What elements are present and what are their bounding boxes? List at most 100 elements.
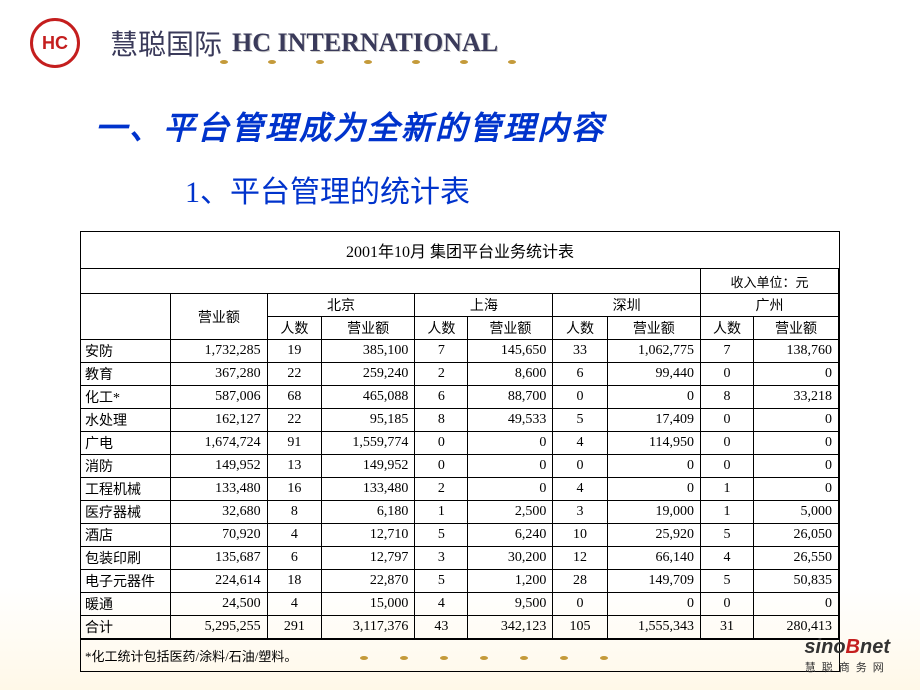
city-revenue-cell: 0 bbox=[754, 478, 839, 501]
category-cell: 医疗器械 bbox=[81, 501, 171, 524]
city-revenue-cell: 6,180 bbox=[321, 501, 414, 524]
decorative-dots-top bbox=[220, 60, 516, 64]
count-cell: 91 bbox=[267, 432, 321, 455]
city-revenue-cell: 22,870 bbox=[321, 570, 414, 593]
count-cell: 0 bbox=[553, 593, 607, 616]
city-header-row: 营业额 北京 上海 深圳 广州 bbox=[81, 294, 839, 317]
city-revenue-cell: 0 bbox=[607, 455, 700, 478]
sub-heading: 1、平台管理的统计表 bbox=[185, 167, 920, 211]
count-cell: 0 bbox=[553, 386, 607, 409]
count-cell: 105 bbox=[553, 616, 607, 639]
header: HC 慧聪国际 HC INTERNATIONAL bbox=[0, 0, 920, 68]
count-cell: 0 bbox=[701, 409, 754, 432]
revenue-cell: 135,687 bbox=[171, 547, 268, 570]
city-revenue-cell: 8,600 bbox=[468, 363, 553, 386]
unit-label: 收入单位：元 bbox=[701, 269, 839, 294]
table-row: 安防1,732,28519385,1007145,650331,062,7757… bbox=[81, 340, 839, 363]
city-revenue-cell: 133,480 bbox=[321, 478, 414, 501]
city-revenue-cell: 95,185 bbox=[321, 409, 414, 432]
city-revenue-cell: 26,050 bbox=[754, 524, 839, 547]
count-cell: 4 bbox=[701, 547, 754, 570]
count-cell: 0 bbox=[701, 593, 754, 616]
count-cell: 43 bbox=[415, 616, 468, 639]
count-cell: 4 bbox=[553, 478, 607, 501]
city-revenue-cell: 0 bbox=[754, 593, 839, 616]
city-revenue-cell: 66,140 bbox=[607, 547, 700, 570]
city-revenue-cell: 0 bbox=[607, 593, 700, 616]
footer-en-c: net bbox=[860, 636, 890, 658]
city-revenue-cell: 0 bbox=[607, 478, 700, 501]
city-header: 北京 bbox=[267, 294, 415, 317]
count-cell: 5 bbox=[415, 570, 468, 593]
company-name-en: HC INTERNATIONAL bbox=[232, 28, 498, 58]
count-cell: 4 bbox=[267, 524, 321, 547]
category-cell: 化工* bbox=[81, 386, 171, 409]
category-cell: 广电 bbox=[81, 432, 171, 455]
revenue-cell: 70,920 bbox=[171, 524, 268, 547]
count-cell: 4 bbox=[267, 593, 321, 616]
count-cell: 0 bbox=[701, 363, 754, 386]
decorative-dots-bottom bbox=[360, 656, 608, 660]
subcol-count: 人数 bbox=[267, 317, 321, 340]
hc-logo-icon: HC bbox=[30, 18, 80, 68]
count-cell: 8 bbox=[267, 501, 321, 524]
count-cell: 4 bbox=[415, 593, 468, 616]
city-revenue-cell: 149,952 bbox=[321, 455, 414, 478]
count-cell: 31 bbox=[701, 616, 754, 639]
table-row: 化工*587,00668465,088688,70000833,218 bbox=[81, 386, 839, 409]
city-revenue-cell: 99,440 bbox=[607, 363, 700, 386]
city-revenue-cell: 385,100 bbox=[321, 340, 414, 363]
unit-row: 收入单位：元 bbox=[81, 269, 839, 294]
count-cell: 8 bbox=[701, 386, 754, 409]
category-cell: 电子元器件 bbox=[81, 570, 171, 593]
city-revenue-cell: 2,500 bbox=[468, 501, 553, 524]
table-row: 教育367,28022259,24028,600699,44000 bbox=[81, 363, 839, 386]
city-revenue-cell: 6,240 bbox=[468, 524, 553, 547]
category-cell: 暖通 bbox=[81, 593, 171, 616]
category-cell: 安防 bbox=[81, 340, 171, 363]
city-revenue-cell: 5,000 bbox=[754, 501, 839, 524]
revenue-cell: 587,006 bbox=[171, 386, 268, 409]
count-cell: 7 bbox=[415, 340, 468, 363]
table-row: 合计5,295,2552913,117,37643342,1231051,555… bbox=[81, 616, 839, 639]
count-cell: 2 bbox=[415, 363, 468, 386]
subcol-rev: 营业额 bbox=[754, 317, 839, 340]
count-cell: 5 bbox=[701, 524, 754, 547]
city-revenue-cell: 259,240 bbox=[321, 363, 414, 386]
city-revenue-cell: 0 bbox=[468, 432, 553, 455]
city-revenue-cell: 33,218 bbox=[754, 386, 839, 409]
city-revenue-cell: 0 bbox=[468, 455, 553, 478]
city-revenue-cell: 0 bbox=[468, 478, 553, 501]
table-row: 消防149,95213149,952000000 bbox=[81, 455, 839, 478]
count-cell: 68 bbox=[267, 386, 321, 409]
table-title: 2001年10月 集团平台业务统计表 bbox=[81, 232, 839, 268]
category-cell: 消防 bbox=[81, 455, 171, 478]
table-row: 广电1,674,724911,559,774004114,95000 bbox=[81, 432, 839, 455]
footer-logo: sinoBnet 慧聪商务网 bbox=[804, 636, 890, 675]
count-cell: 33 bbox=[553, 340, 607, 363]
city-revenue-cell: 149,709 bbox=[607, 570, 700, 593]
main-heading: 一、平台管理成为全新的管理内容 bbox=[95, 103, 920, 149]
count-cell: 3 bbox=[553, 501, 607, 524]
count-cell: 291 bbox=[267, 616, 321, 639]
city-revenue-cell: 25,920 bbox=[607, 524, 700, 547]
col-revenue: 营业额 bbox=[171, 294, 268, 340]
revenue-cell: 24,500 bbox=[171, 593, 268, 616]
count-cell: 5 bbox=[553, 409, 607, 432]
city-revenue-cell: 9,500 bbox=[468, 593, 553, 616]
category-cell: 合计 bbox=[81, 616, 171, 639]
city-revenue-cell: 1,555,343 bbox=[607, 616, 700, 639]
subcol-rev: 营业额 bbox=[468, 317, 553, 340]
city-revenue-cell: 145,650 bbox=[468, 340, 553, 363]
category-cell: 水处理 bbox=[81, 409, 171, 432]
count-cell: 12 bbox=[553, 547, 607, 570]
stats-table: 2001年10月 集团平台业务统计表 收入单位：元 营业额 北京 上海 深圳 广… bbox=[80, 231, 840, 672]
count-cell: 10 bbox=[553, 524, 607, 547]
table-row: 水处理162,1272295,185849,533517,40900 bbox=[81, 409, 839, 432]
count-cell: 22 bbox=[267, 363, 321, 386]
subcol-count: 人数 bbox=[553, 317, 607, 340]
revenue-cell: 32,680 bbox=[171, 501, 268, 524]
footer-en-a: sino bbox=[804, 636, 845, 658]
table-row: 酒店70,920412,71056,2401025,920526,050 bbox=[81, 524, 839, 547]
category-cell: 酒店 bbox=[81, 524, 171, 547]
